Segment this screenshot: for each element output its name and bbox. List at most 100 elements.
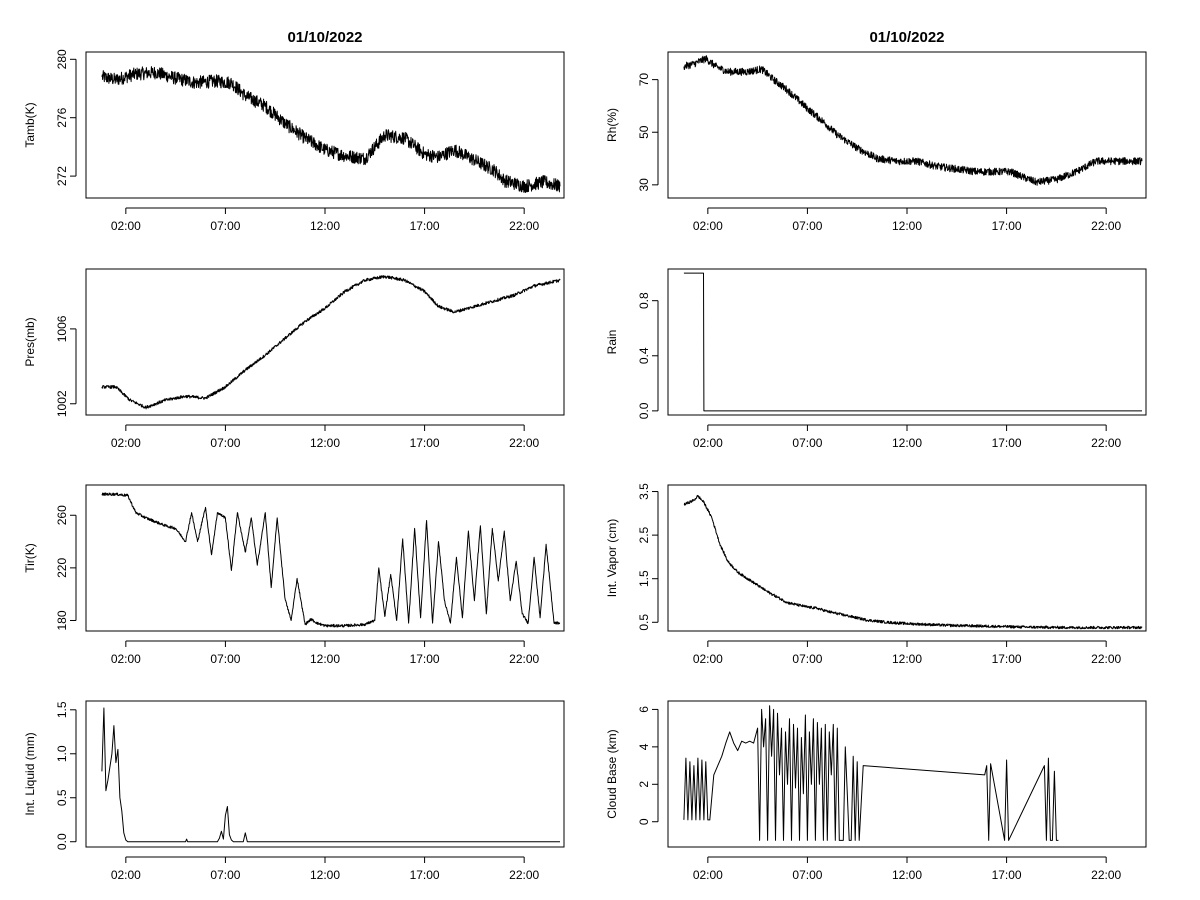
liquid-x-tick-label: 22:00 — [509, 868, 539, 882]
panel-pres: 02:00 07:00 12:00 17:00 22:00 1002 1006 Pres(mb… — [23, 268, 565, 450]
pres-x-tick-label: 17:00 — [410, 436, 440, 450]
tamb-plot-frame — [85, 51, 565, 199]
panel-cloudbase: 02:00 07:00 12:00 17:00 22:00 0 2 4 6 Cloud Base … — [605, 700, 1147, 882]
liquid-y-tick-label: 0.5 — [55, 789, 69, 806]
rain-x-tick-label: 07:00 — [792, 436, 822, 450]
cloudbase-x-tick-label: 02:00 — [693, 868, 723, 882]
cloudbase-series-line — [683, 705, 1059, 841]
rh-plot-frame — [667, 51, 1147, 199]
tir-series-line — [101, 492, 561, 628]
vapor-y-tick-label: 2.5 — [637, 526, 651, 543]
tir-y-tick-label: 220 — [55, 558, 69, 578]
rh-title: 01/10/2022 — [869, 29, 944, 46]
panel-rain: 02:00 07:00 12:00 17:00 22:00 0.0 0.4 0.8 Rain — [605, 268, 1147, 450]
tamb-title: 01/10/2022 — [287, 29, 362, 46]
pres-y-tick-label: 1002 — [55, 390, 69, 417]
tamb-y-tick-label: 276 — [55, 107, 69, 127]
rain-x-tick-label: 12:00 — [892, 436, 922, 450]
tamb-series-line — [101, 66, 561, 193]
rh-y-tick-label: 50 — [637, 125, 651, 139]
liquid-x-tick-label: 17:00 — [410, 868, 440, 882]
tir-x-tick-label: 22:00 — [509, 652, 539, 666]
vapor-x-tick-label: 22:00 — [1091, 652, 1121, 666]
liquid-y-tick-label: 0.0 — [55, 833, 69, 850]
tamb-x-tick-label: 02:00 — [111, 219, 141, 233]
rh-y-label: Rh(%) — [605, 108, 619, 142]
tir-x-tick-label: 02:00 — [111, 652, 141, 666]
cloudbase-y-tick-label: 4 — [637, 743, 651, 750]
vapor-x-tick-label: 07:00 — [792, 652, 822, 666]
pres-x-tick-label: 22:00 — [509, 436, 539, 450]
cloudbase-y-label: Cloud Base (km) — [605, 729, 619, 818]
pres-x-tick-label: 12:00 — [310, 436, 340, 450]
panel-tamb: 01/10/2022 02:00 07:00 12:00 17:00 22:00 272 27… — [23, 29, 565, 233]
tamb-y-tick-label: 280 — [55, 49, 69, 69]
liquid-y-label: Int. Liquid (mm) — [23, 732, 37, 815]
tamb-x-tick-label: 17:00 — [410, 219, 440, 233]
rain-y-tick-label: 0.0 — [637, 402, 651, 419]
cloudbase-y-tick-label: 6 — [637, 706, 651, 713]
panel-liquid: 02:00 07:00 12:00 17:00 22:00 0.0 0.5 1.0 1.5 Int… — [23, 700, 565, 882]
pres-y-tick-label: 1006 — [55, 315, 69, 342]
tamb-x-tick-label: 07:00 — [210, 219, 240, 233]
vapor-y-tick-label: 0.5 — [637, 614, 651, 631]
vapor-y-tick-label: 1.5 — [637, 570, 651, 587]
rh-x-tick-label: 12:00 — [892, 219, 922, 233]
rain-x-tick-label: 17:00 — [992, 436, 1022, 450]
liquid-x-tick-label: 07:00 — [210, 868, 240, 882]
rain-y-label: Rain — [605, 330, 619, 355]
rh-x-tick-label: 17:00 — [992, 219, 1022, 233]
cloudbase-x-tick-label: 07:00 — [792, 868, 822, 882]
vapor-x-tick-label: 02:00 — [693, 652, 723, 666]
cloudbase-y-tick-label: 0 — [637, 818, 651, 825]
pres-x-tick-label: 07:00 — [210, 436, 240, 450]
liquid-x-tick-label: 02:00 — [111, 868, 141, 882]
vapor-x-tick-label: 17:00 — [992, 652, 1022, 666]
pres-y-label: Pres(mb) — [23, 317, 37, 366]
tamb-x-tick-label: 12:00 — [310, 219, 340, 233]
rh-y-tick-label: 30 — [637, 178, 651, 192]
rain-plot-frame — [667, 268, 1147, 416]
rain-x-tick-label: 22:00 — [1091, 436, 1121, 450]
panel-rh: 01/10/2022 02:00 07:00 12:00 17:00 22:00 30 50 7… — [605, 29, 1147, 233]
vapor-y-tick-label: 3.5 — [637, 483, 651, 500]
cloudbase-plot-frame — [667, 700, 1147, 848]
cloudbase-y-tick-label: 2 — [637, 781, 651, 788]
liquid-x-tick-label: 12:00 — [310, 868, 340, 882]
rh-x-tick-label: 22:00 — [1091, 219, 1121, 233]
pres-series-line — [101, 275, 561, 410]
liquid-series-line — [101, 707, 560, 843]
rh-x-tick-label: 02:00 — [693, 219, 723, 233]
tir-x-tick-label: 07:00 — [210, 652, 240, 666]
tir-y-tick-label: 260 — [55, 505, 69, 525]
tamb-y-tick-label: 272 — [55, 166, 69, 186]
tir-y-tick-label: 180 — [55, 610, 69, 630]
cloudbase-x-tick-label: 17:00 — [992, 868, 1022, 882]
tir-x-tick-label: 12:00 — [310, 652, 340, 666]
rh-series-line — [683, 55, 1143, 186]
liquid-y-tick-label: 1.0 — [55, 745, 69, 762]
tir-x-tick-label: 17:00 — [410, 652, 440, 666]
tir-plot-frame — [85, 484, 565, 632]
liquid-y-tick-label: 1.5 — [55, 701, 69, 718]
pres-plot-frame — [85, 268, 565, 416]
cloudbase-x-tick-label: 22:00 — [1091, 868, 1121, 882]
rain-y-tick-label: 0.4 — [637, 347, 651, 364]
tir-y-label: Tir(K) — [23, 543, 37, 573]
pres-x-tick-label: 02:00 — [111, 436, 141, 450]
rh-x-tick-label: 07:00 — [792, 219, 822, 233]
panel-vapor: 02:00 07:00 12:00 17:00 22:00 0.5 1.5 2.5 3.5 Int… — [605, 483, 1147, 666]
rain-x-tick-label: 02:00 — [693, 436, 723, 450]
rain-y-tick-label: 0.8 — [637, 292, 651, 309]
cloudbase-x-tick-label: 12:00 — [892, 868, 922, 882]
tamb-y-label: Tamb(K) — [23, 102, 37, 147]
tamb-x-tick-label: 22:00 — [509, 219, 539, 233]
rain-series-line — [683, 272, 1142, 412]
liquid-plot-frame — [85, 700, 565, 848]
panel-tir: 02:00 07:00 12:00 17:00 22:00 180 220 260 Tir(K) — [23, 484, 565, 666]
vapor-plot-frame — [667, 484, 1147, 632]
vapor-y-label: Int. Vapor (cm) — [605, 519, 619, 597]
vapor-x-tick-label: 12:00 — [892, 652, 922, 666]
